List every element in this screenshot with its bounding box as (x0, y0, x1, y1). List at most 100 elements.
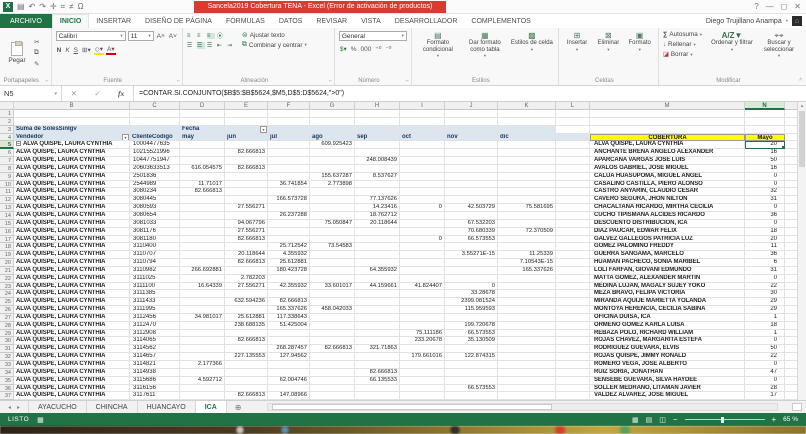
ribbon-tab-inicio[interactable]: INICIO (51, 14, 90, 28)
mayo-value-cell[interactable]: 29 (745, 306, 785, 314)
value-cell-may[interactable] (180, 211, 225, 220)
cell[interactable] (268, 117, 310, 126)
row-number[interactable]: 13 (0, 204, 14, 212)
value-cell-jun[interactable]: 20.118644 (225, 251, 268, 260)
cell[interactable] (785, 290, 806, 299)
value-cell-dic[interactable] (498, 219, 556, 228)
mayo-value-cell[interactable]: 30 (745, 290, 785, 299)
cell[interactable] (785, 204, 806, 212)
vendedor-cell[interactable]: ALVA QUISPE, LAURA CYNTHIA (14, 180, 130, 189)
cell[interactable] (180, 110, 225, 118)
value-cell-nov[interactable] (445, 172, 498, 181)
value-cell-jul[interactable] (268, 274, 310, 283)
value-cell-oct[interactable] (400, 290, 445, 299)
font-color-icon[interactable]: A▾ (105, 46, 116, 55)
cell[interactable] (556, 125, 590, 134)
cell[interactable] (785, 385, 806, 393)
cell[interactable] (785, 118, 806, 126)
value-cell-nov[interactable]: 2399.081524 (445, 298, 498, 307)
mayo-value-cell[interactable]: 50 (745, 345, 785, 354)
cell[interactable] (785, 173, 806, 181)
row-number[interactable]: 2 (0, 117, 14, 126)
cliente-codigo-cell[interactable]: 3081033 (130, 219, 180, 228)
value-cell-nov[interactable]: 70.680339 (445, 227, 498, 236)
cobertura-name-cell[interactable]: CASTRO ANYARIN, CLAUDIO CESAR (590, 188, 745, 197)
cobertura-name-cell[interactable]: MEZA BRAVO, FELIPA VICTORIA (590, 290, 745, 299)
value-cell-may[interactable] (180, 337, 225, 346)
value-cell-may[interactable] (180, 329, 225, 338)
cliente-codigo-cell[interactable]: 3112470 (130, 321, 180, 330)
value-cell-jul[interactable]: 127.94562 (268, 353, 310, 361)
cell[interactable] (498, 110, 556, 118)
cliente-codigo-cell[interactable]: 3080445 (130, 196, 180, 205)
value-cell-oct[interactable] (400, 141, 445, 150)
value-cell-may[interactable]: 2.177366 (180, 361, 225, 369)
row-number[interactable]: 18 (0, 243, 14, 252)
cell[interactable] (130, 110, 180, 118)
mayo-value-cell[interactable]: 0 (745, 219, 785, 228)
value-cell-sep[interactable] (355, 392, 400, 400)
value-cell-may[interactable] (180, 384, 225, 393)
value-cell-jun[interactable] (225, 306, 268, 314)
value-cell-jul[interactable] (268, 290, 310, 299)
row-number[interactable]: 15 (0, 219, 14, 228)
value-cell-jul[interactable]: 82.666813 (268, 298, 310, 307)
vendedor-cell[interactable]: ALVA QUISPE, LAURA CYNTHIA (14, 251, 130, 260)
vendedor-header-cell[interactable]: Vendedor ▾ (14, 133, 130, 142)
cliente-codigo-cell[interactable]: 3114821 (130, 361, 180, 369)
value-cell-sep[interactable]: 77.137626 (355, 196, 400, 205)
row-number[interactable]: 19 (0, 251, 14, 260)
value-cell-ago[interactable]: 33.601017 (310, 282, 355, 291)
value-cell-nov[interactable] (445, 196, 498, 205)
cell[interactable] (310, 110, 355, 118)
cliente-codigo-cell[interactable]: 3081180 (130, 235, 180, 244)
mayo-value-cell[interactable]: 1 (745, 313, 785, 322)
cobertura-header-cell[interactable]: COBERTURA (590, 133, 745, 142)
excel-logo-icon[interactable]: X (3, 1, 13, 12)
mayo-value-cell[interactable]: 0 (745, 376, 785, 385)
value-cell-nov[interactable] (445, 141, 498, 150)
value-cell-may[interactable]: 4.592712 (180, 376, 225, 385)
value-cell-jun[interactable] (225, 290, 268, 299)
custom-command-icon[interactable]: ≠ (69, 1, 74, 11)
column-letter-E[interactable]: E (225, 102, 268, 110)
sort-filter-button[interactable]: A/Z▼ Ordenar y filtrar ▾ (711, 31, 753, 52)
value-cell-oct[interactable] (400, 180, 445, 189)
format-cells-button[interactable]: ▣ Formato ▾ (628, 31, 651, 52)
value-cell-sep[interactable]: 8.537627 (355, 172, 400, 181)
cell[interactable] (785, 220, 806, 228)
value-cell-ago[interactable]: 75.050847 (310, 219, 355, 228)
value-cell-oct[interactable] (400, 345, 445, 354)
column-letter-L[interactable]: L (556, 102, 590, 110)
row-number[interactable]: 8 (0, 164, 14, 173)
cell[interactable] (785, 243, 806, 252)
insert-symbol-icon[interactable]: Ω (77, 1, 84, 11)
ribbon-tab-f-rmulas[interactable]: FÓRMULAS (225, 17, 265, 25)
bold-button[interactable]: N (56, 46, 62, 54)
vendedor-cell[interactable]: ALVA QUISPE, LAURA CYNTHIA (14, 274, 130, 283)
value-cell-jul[interactable] (268, 149, 310, 158)
cell[interactable] (556, 110, 590, 118)
value-cell-may[interactable] (180, 157, 225, 165)
column-letter-H[interactable]: H (355, 102, 400, 110)
zoom-out-icon[interactable]: − (672, 414, 678, 424)
value-cell-nov[interactable] (445, 392, 498, 400)
cell[interactable] (225, 117, 268, 126)
value-cell-may[interactable] (180, 298, 225, 307)
decrease-indent-icon[interactable]: ⇤ (216, 43, 222, 49)
value-cell-dic[interactable] (498, 361, 556, 369)
cell[interactable] (785, 141, 806, 150)
value-cell-oct[interactable] (400, 306, 445, 314)
redo-icon[interactable]: ↷ (39, 1, 46, 11)
ribbon-tab-datos[interactable]: DATOS (278, 17, 303, 25)
value-cell-ago[interactable] (310, 298, 355, 307)
vendedor-cell[interactable]: ALVA QUISPE, LAURA CYNTHIA (14, 235, 130, 244)
value-cell-jul[interactable] (268, 219, 310, 228)
value-cell-jul[interactable]: 147.08966 (268, 392, 310, 400)
value-cell-sep[interactable] (355, 313, 400, 322)
merge-center-button[interactable]: ⧉ Combinar y centrar ▾ (241, 41, 307, 49)
value-cell-may[interactable] (180, 306, 225, 314)
value-cell-ago[interactable]: 73.54583 (310, 243, 355, 252)
cliente-codigo-cell[interactable]: 3110982 (130, 266, 180, 275)
value-cell-sep[interactable] (355, 361, 400, 369)
